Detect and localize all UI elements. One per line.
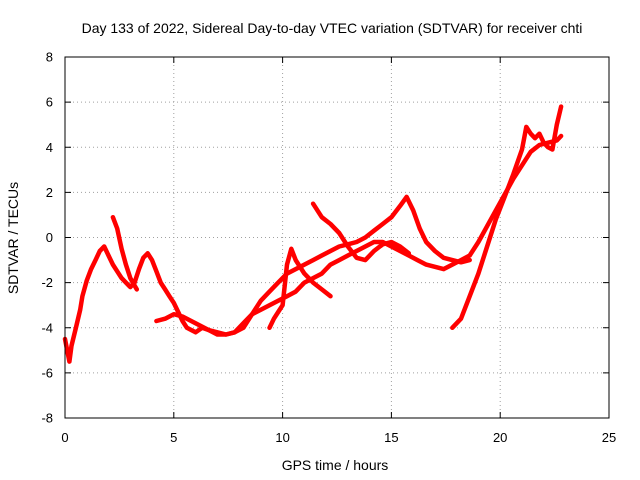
y-axis-label: SDTVAR / TECUs xyxy=(5,182,21,294)
x-tick-label: 5 xyxy=(170,430,177,445)
x-tick-label: 0 xyxy=(61,430,68,445)
y-tick-label: 0 xyxy=(46,230,53,245)
plot-frame xyxy=(64,56,610,419)
axis-layer: 0 5 10 15 20 25 -8 -6 -4 -2 0 2 4 6 8 xyxy=(41,50,616,446)
series-line-satellite-track-b xyxy=(154,194,472,337)
x-tick-label: 25 xyxy=(602,430,616,445)
grid-layer xyxy=(65,57,609,418)
series-line-satellite-track-c xyxy=(450,104,564,331)
series-line-satellite-track-e xyxy=(310,201,412,263)
x-tick-label: 20 xyxy=(493,430,507,445)
x-axis-label: GPS time / hours xyxy=(282,457,389,473)
x-tick-label: 15 xyxy=(384,430,398,445)
y-tick-label: -8 xyxy=(41,411,53,426)
y-tick-label: -2 xyxy=(41,275,53,290)
series-line-satellite-track-d xyxy=(267,246,333,331)
series-line-satellite-track-f xyxy=(110,214,140,292)
y-tick-label: 6 xyxy=(46,95,53,110)
y-tick-label: 8 xyxy=(46,50,53,65)
chart-title: Day 133 of 2022, Sidereal Day-to-day VTE… xyxy=(82,20,583,36)
y-tick-label: -6 xyxy=(41,365,53,380)
y-tick-label: 4 xyxy=(46,140,53,155)
series-layer xyxy=(62,104,564,364)
y-tick-label: 2 xyxy=(46,185,53,200)
y-tick-label: -4 xyxy=(41,320,53,335)
x-tick-label: 10 xyxy=(275,430,289,445)
